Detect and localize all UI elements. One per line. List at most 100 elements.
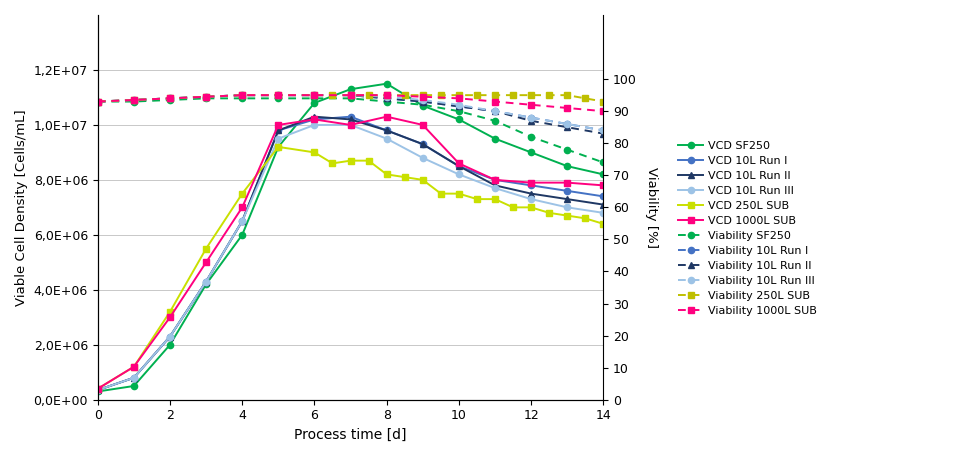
Viability 10L Run II bbox=[200, 94, 212, 100]
Viability 250L SUB bbox=[435, 92, 446, 98]
VCD 10L Run I bbox=[597, 194, 609, 199]
Viability 10L Run I bbox=[273, 92, 285, 98]
VCD 250L SUB bbox=[165, 309, 176, 314]
Viability 10L Run III bbox=[309, 92, 320, 98]
VCD 1000L SUB bbox=[345, 122, 356, 128]
Viability 1000L SUB bbox=[92, 99, 104, 104]
Viability 10L Run I bbox=[236, 92, 248, 98]
Viability SF250 bbox=[417, 102, 429, 107]
VCD 10L Run II bbox=[165, 334, 176, 339]
VCD 10L Run II bbox=[597, 202, 609, 207]
VCD 250L SUB bbox=[471, 197, 483, 202]
Viability SF250 bbox=[526, 134, 537, 139]
Viability 1000L SUB bbox=[345, 92, 356, 98]
Viability 1000L SUB bbox=[236, 92, 248, 98]
Viability SF250 bbox=[128, 99, 139, 104]
Line: Viability SF250: Viability SF250 bbox=[95, 95, 607, 165]
Viability 10L Run II bbox=[489, 108, 500, 114]
Viability 250L SUB bbox=[380, 92, 392, 98]
Viability 10L Run III bbox=[561, 121, 573, 127]
Viability 10L Run I bbox=[128, 97, 139, 103]
VCD 10L Run II bbox=[453, 164, 465, 169]
Viability 10L Run II bbox=[165, 96, 176, 101]
VCD 10L Run II bbox=[92, 388, 104, 393]
Viability 250L SUB bbox=[236, 92, 248, 98]
Viability 1000L SUB bbox=[526, 102, 537, 107]
Viability 1000L SUB bbox=[561, 105, 573, 111]
Line: Viability 10L Run I: Viability 10L Run I bbox=[95, 92, 607, 133]
Viability 10L Run II bbox=[561, 124, 573, 130]
VCD SF250 bbox=[380, 81, 392, 86]
Viability 10L Run III bbox=[526, 115, 537, 120]
Line: Viability 250L SUB: Viability 250L SUB bbox=[95, 92, 607, 105]
VCD 10L Run I bbox=[453, 164, 465, 169]
VCD 10L Run III bbox=[273, 136, 285, 141]
VCD 1000L SUB bbox=[200, 260, 212, 265]
VCD 10L Run III bbox=[380, 136, 392, 141]
VCD SF250 bbox=[200, 282, 212, 287]
Viability 10L Run II bbox=[273, 92, 285, 98]
VCD 10L Run I bbox=[236, 218, 248, 224]
Viability 250L SUB bbox=[597, 99, 609, 104]
Viability 1000L SUB bbox=[273, 92, 285, 98]
VCD 250L SUB bbox=[345, 158, 356, 164]
VCD 1000L SUB bbox=[417, 122, 429, 128]
Line: VCD 10L Run I: VCD 10L Run I bbox=[95, 113, 607, 393]
VCD 10L Run III bbox=[561, 205, 573, 210]
VCD SF250 bbox=[417, 103, 429, 108]
Viability 10L Run II bbox=[128, 97, 139, 103]
Viability SF250 bbox=[453, 108, 465, 114]
Viability 10L Run I bbox=[597, 128, 609, 133]
Viability 250L SUB bbox=[128, 97, 139, 103]
VCD SF250 bbox=[309, 100, 320, 106]
Viability 250L SUB bbox=[561, 92, 573, 98]
VCD 250L SUB bbox=[597, 221, 609, 227]
VCD 250L SUB bbox=[543, 210, 555, 216]
Viability SF250 bbox=[380, 99, 392, 104]
Viability 250L SUB bbox=[417, 92, 429, 98]
VCD SF250 bbox=[92, 389, 104, 394]
Viability 250L SUB bbox=[471, 92, 483, 98]
Line: VCD 250L SUB: VCD 250L SUB bbox=[95, 144, 607, 392]
Viability 10L Run III bbox=[597, 128, 609, 133]
VCD SF250 bbox=[345, 86, 356, 92]
VCD 250L SUB bbox=[435, 191, 446, 197]
Viability 10L Run III bbox=[165, 96, 176, 101]
Viability 10L Run II bbox=[453, 104, 465, 109]
Viability 10L Run I bbox=[417, 99, 429, 104]
VCD 10L Run II bbox=[380, 128, 392, 133]
Viability 10L Run I bbox=[200, 94, 212, 100]
VCD SF250 bbox=[128, 383, 139, 389]
VCD 250L SUB bbox=[561, 213, 573, 218]
VCD 10L Run I bbox=[128, 375, 139, 381]
Line: VCD 10L Run III: VCD 10L Run III bbox=[95, 122, 607, 393]
VCD 10L Run I bbox=[165, 334, 176, 339]
Viability SF250 bbox=[309, 96, 320, 101]
VCD 1000L SUB bbox=[92, 386, 104, 392]
Line: VCD SF250: VCD SF250 bbox=[95, 80, 607, 394]
Viability 10L Run II bbox=[597, 131, 609, 136]
Viability SF250 bbox=[92, 99, 104, 104]
VCD SF250 bbox=[526, 149, 537, 155]
Viability 10L Run I bbox=[489, 108, 500, 114]
VCD 10L Run II bbox=[200, 279, 212, 284]
VCD 10L Run II bbox=[526, 191, 537, 197]
VCD 10L Run III bbox=[165, 334, 176, 339]
VCD 1000L SUB bbox=[309, 117, 320, 122]
Viability 10L Run III bbox=[128, 97, 139, 103]
VCD SF250 bbox=[453, 117, 465, 122]
X-axis label: Process time [d]: Process time [d] bbox=[294, 428, 407, 442]
Legend: VCD SF250, VCD 10L Run I, VCD 10L Run II, VCD 10L Run III, VCD 250L SUB, VCD 100: VCD SF250, VCD 10L Run I, VCD 10L Run II… bbox=[679, 141, 817, 316]
VCD 250L SUB bbox=[92, 386, 104, 392]
VCD 10L Run III bbox=[200, 279, 212, 284]
VCD 250L SUB bbox=[273, 144, 285, 149]
Viability 250L SUB bbox=[507, 92, 519, 98]
Line: Viability 10L Run III: Viability 10L Run III bbox=[95, 92, 607, 133]
VCD 10L Run III bbox=[489, 186, 500, 191]
Viability 10L Run II bbox=[92, 99, 104, 104]
VCD 10L Run I bbox=[200, 279, 212, 284]
Viability 10L Run II bbox=[526, 118, 537, 123]
Viability 10L Run III bbox=[273, 92, 285, 98]
VCD 10L Run III bbox=[453, 172, 465, 177]
Viability 250L SUB bbox=[399, 92, 410, 98]
